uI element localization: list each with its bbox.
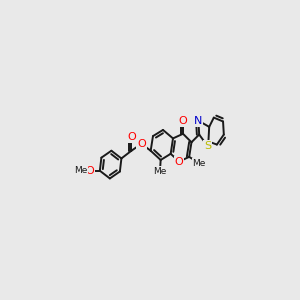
Text: O: O [175, 157, 184, 166]
Text: O: O [137, 139, 146, 149]
Text: N: N [194, 116, 202, 126]
Text: Me: Me [74, 166, 87, 175]
Text: Me: Me [153, 167, 167, 176]
Text: O: O [178, 116, 188, 126]
Text: S: S [204, 141, 211, 151]
Text: O: O [85, 166, 94, 176]
Text: Me: Me [193, 158, 206, 167]
Text: O: O [127, 132, 136, 142]
